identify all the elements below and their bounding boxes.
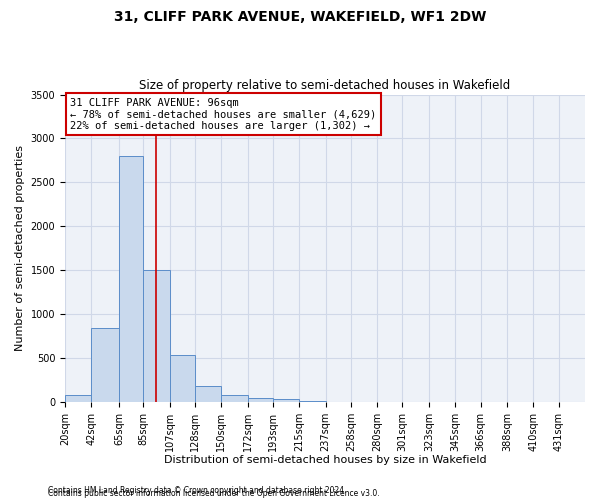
- Bar: [248, 398, 273, 402]
- Bar: [195, 386, 221, 402]
- Text: 31 CLIFF PARK AVENUE: 96sqm
← 78% of semi-detached houses are smaller (4,629)
22: 31 CLIFF PARK AVENUE: 96sqm ← 78% of sem…: [70, 98, 376, 131]
- Bar: [91, 328, 119, 402]
- Text: 31, CLIFF PARK AVENUE, WAKEFIELD, WF1 2DW: 31, CLIFF PARK AVENUE, WAKEFIELD, WF1 2D…: [114, 10, 486, 24]
- Bar: [143, 270, 170, 402]
- Bar: [65, 395, 91, 402]
- Y-axis label: Number of semi-detached properties: Number of semi-detached properties: [15, 145, 25, 351]
- Bar: [119, 156, 143, 402]
- X-axis label: Distribution of semi-detached houses by size in Wakefield: Distribution of semi-detached houses by …: [164, 455, 487, 465]
- Text: Contains public sector information licensed under the Open Government Licence v3: Contains public sector information licen…: [48, 490, 380, 498]
- Bar: [170, 355, 195, 402]
- Text: Contains HM Land Registry data © Crown copyright and database right 2024.: Contains HM Land Registry data © Crown c…: [48, 486, 347, 495]
- Title: Size of property relative to semi-detached houses in Wakefield: Size of property relative to semi-detach…: [139, 79, 511, 92]
- Bar: [221, 394, 248, 402]
- Bar: [273, 399, 299, 402]
